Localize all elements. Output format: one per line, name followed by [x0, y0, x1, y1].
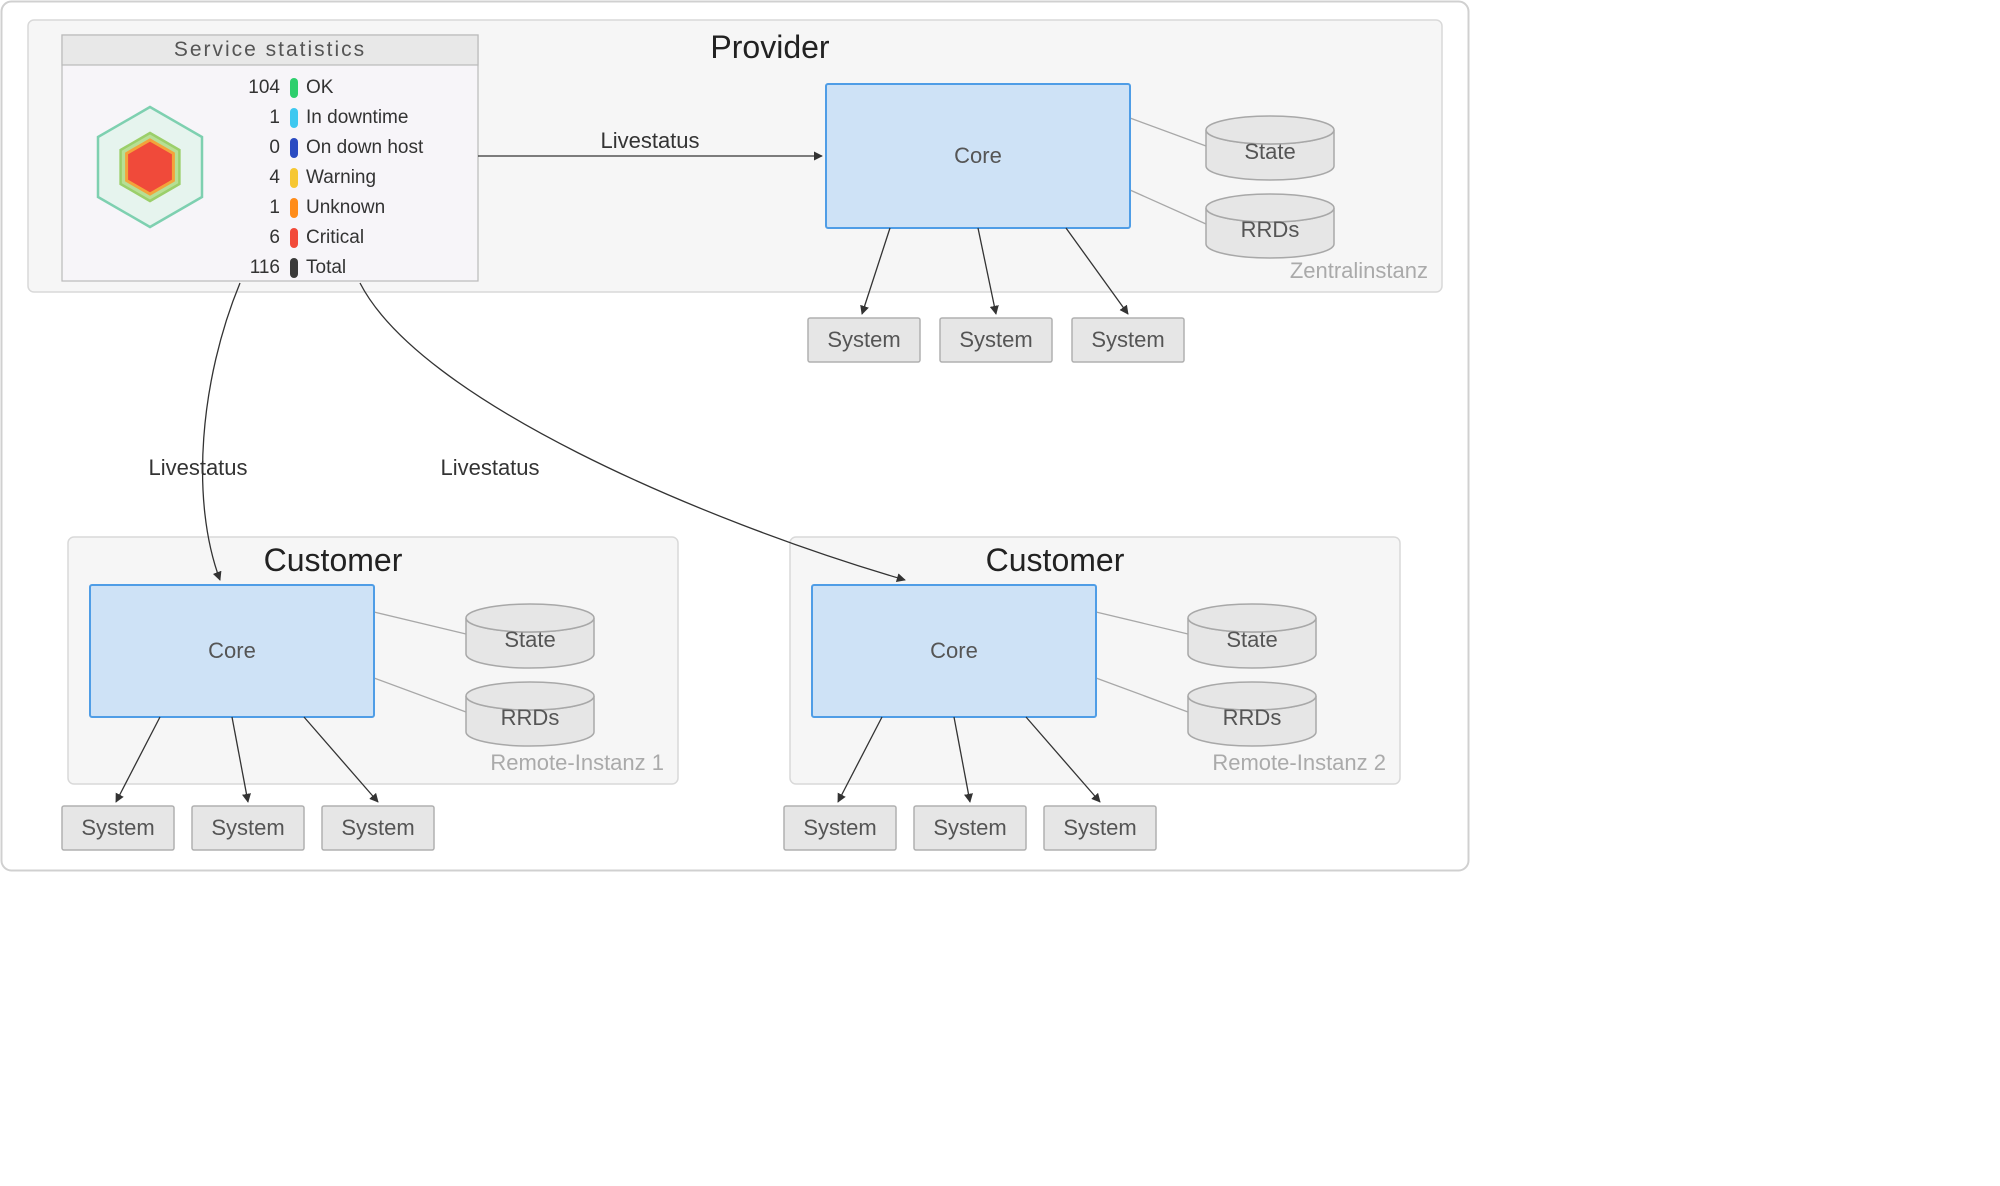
customer2-db-rrds: RRDs: [1188, 682, 1316, 746]
stats-pill: [290, 198, 298, 218]
livestatus-label-top: Livestatus: [600, 128, 699, 153]
provider-title: Provider: [710, 29, 830, 65]
livestatus-edge-c1: [203, 283, 240, 580]
customer1-title: Customer: [264, 542, 403, 578]
customer1-db-state: State: [466, 604, 594, 668]
svg-text:State: State: [1244, 139, 1295, 164]
svg-text:System: System: [81, 815, 154, 840]
provider-db-state: State: [1206, 116, 1334, 180]
stats-title: Service statistics: [174, 38, 366, 61]
svg-text:System: System: [1063, 815, 1136, 840]
stats-count: 104: [248, 77, 280, 98]
stats-pill: [290, 108, 298, 128]
svg-text:Core: Core: [954, 143, 1002, 168]
svg-text:System: System: [827, 327, 900, 352]
stats-label: Total: [306, 257, 346, 278]
stats-pill: [290, 138, 298, 158]
stats-pill: [290, 258, 298, 278]
stats-label: Critical: [306, 227, 364, 248]
provider-instance-label: Zentralinstanz: [1290, 258, 1428, 283]
stats-row-0: 104 OK: [248, 77, 333, 98]
svg-text:Core: Core: [930, 638, 978, 663]
stats-pill: [290, 168, 298, 188]
architecture-diagram: Provider Core State RRDs Zentralinstanz Syste…: [0, 0, 1470, 872]
svg-text:State: State: [1226, 627, 1277, 652]
livestatus-label-c2: Livestatus: [440, 455, 539, 480]
svg-text:System: System: [341, 815, 414, 840]
svg-text:Core: Core: [208, 638, 256, 663]
stats-count: 4: [269, 167, 280, 188]
svg-text:RRDs: RRDs: [1241, 217, 1300, 242]
stats-pill: [290, 78, 298, 98]
customer1-instance-label: Remote-Instanz 1: [490, 750, 664, 775]
customer2-db-state: State: [1188, 604, 1316, 668]
stats-row-2: 0 On down host: [269, 137, 424, 158]
svg-text:System: System: [933, 815, 1006, 840]
stats-label: Unknown: [306, 197, 385, 218]
svg-text:System: System: [211, 815, 284, 840]
customer2-title: Customer: [986, 542, 1125, 578]
svg-text:RRDs: RRDs: [501, 705, 560, 730]
svg-text:System: System: [1091, 327, 1164, 352]
svg-text:System: System: [959, 327, 1032, 352]
stats-label: Warning: [306, 167, 376, 188]
stats-count: 0: [269, 137, 280, 158]
stats-count: 1: [269, 197, 280, 218]
customer1-db-rrds: RRDs: [466, 682, 594, 746]
svg-text:System: System: [803, 815, 876, 840]
stats-label: In downtime: [306, 107, 408, 128]
livestatus-label-c1: Livestatus: [148, 455, 247, 480]
service-statistics-panel: Service statistics 104 OK 1 In downtime 0 On d…: [62, 35, 478, 281]
customer2-instance-label: Remote-Instanz 2: [1212, 750, 1386, 775]
stats-pill: [290, 228, 298, 248]
stats-count: 1: [269, 107, 280, 128]
stats-hex-inner: [127, 140, 174, 194]
provider-db-rrds: RRDs: [1206, 194, 1334, 258]
stats-count: 116: [250, 257, 280, 278]
svg-text:State: State: [504, 627, 555, 652]
stats-count: 6: [269, 227, 280, 248]
svg-text:RRDs: RRDs: [1223, 705, 1282, 730]
stats-label: On down host: [306, 137, 424, 158]
stats-label: OK: [306, 77, 334, 98]
